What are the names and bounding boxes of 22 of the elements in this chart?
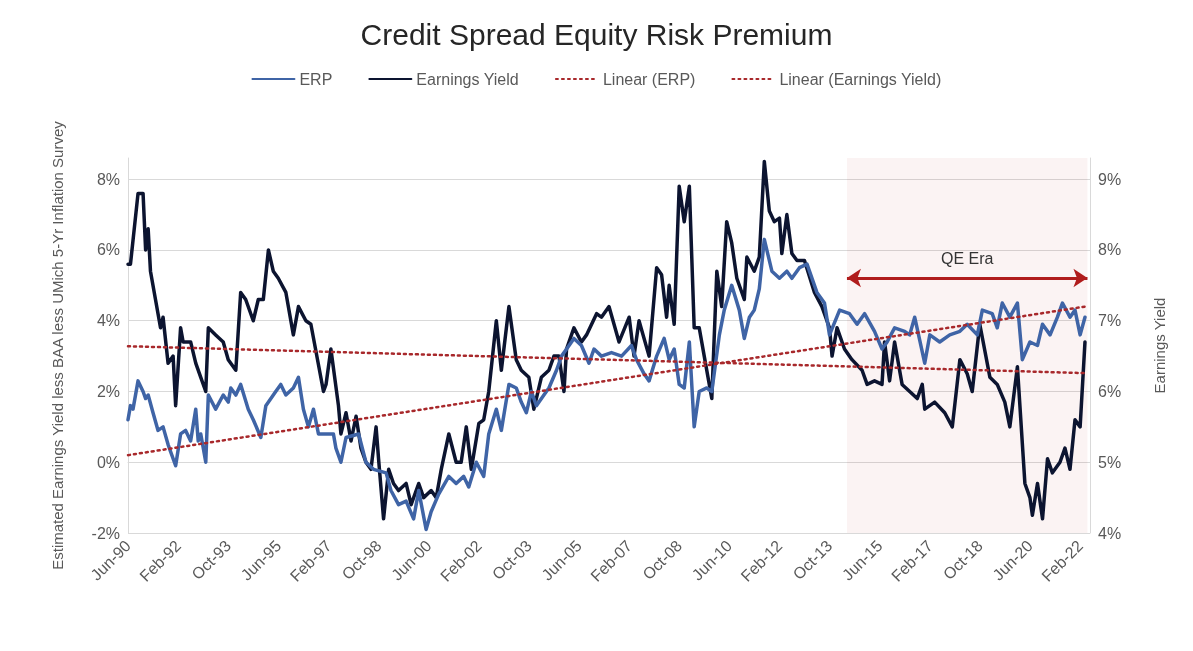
- y-axis-title: Estimated Earnings Yield less BAA less UMich 5-Yr Inflation Survey: [48, 120, 66, 570]
- line-series: [126, 237, 1087, 532]
- legend-label: Earnings Yield: [416, 70, 519, 88]
- legend-label: ERP: [299, 70, 333, 88]
- y2-tick-label: 7%: [1098, 312, 1122, 330]
- y-tick-label: 2%: [96, 382, 120, 400]
- y2-axis-title: Earnings Yield: [1150, 297, 1168, 394]
- y-tick-label: 0%: [96, 453, 120, 471]
- y-tick-label: 4%: [96, 312, 120, 330]
- y-tick-label: -2%: [91, 524, 120, 542]
- chart-title: Credit Spread Equity Risk Premium: [360, 17, 833, 51]
- y2-tick-label: 8%: [1098, 241, 1122, 259]
- y2-tick-label: 5%: [1098, 453, 1122, 471]
- band-label: QE Era: [940, 249, 994, 267]
- y2-tick-label: 4%: [1098, 524, 1122, 542]
- y2-tick-label: 9%: [1098, 170, 1122, 188]
- legend-label: Linear (Earnings Yield): [779, 70, 942, 88]
- y-tick-label: 6%: [96, 241, 120, 259]
- y-tick-label: 8%: [96, 170, 120, 188]
- y2-tick-label: 6%: [1098, 382, 1122, 400]
- legend-label: Linear (ERP): [602, 70, 696, 88]
- line-series: [126, 159, 1087, 521]
